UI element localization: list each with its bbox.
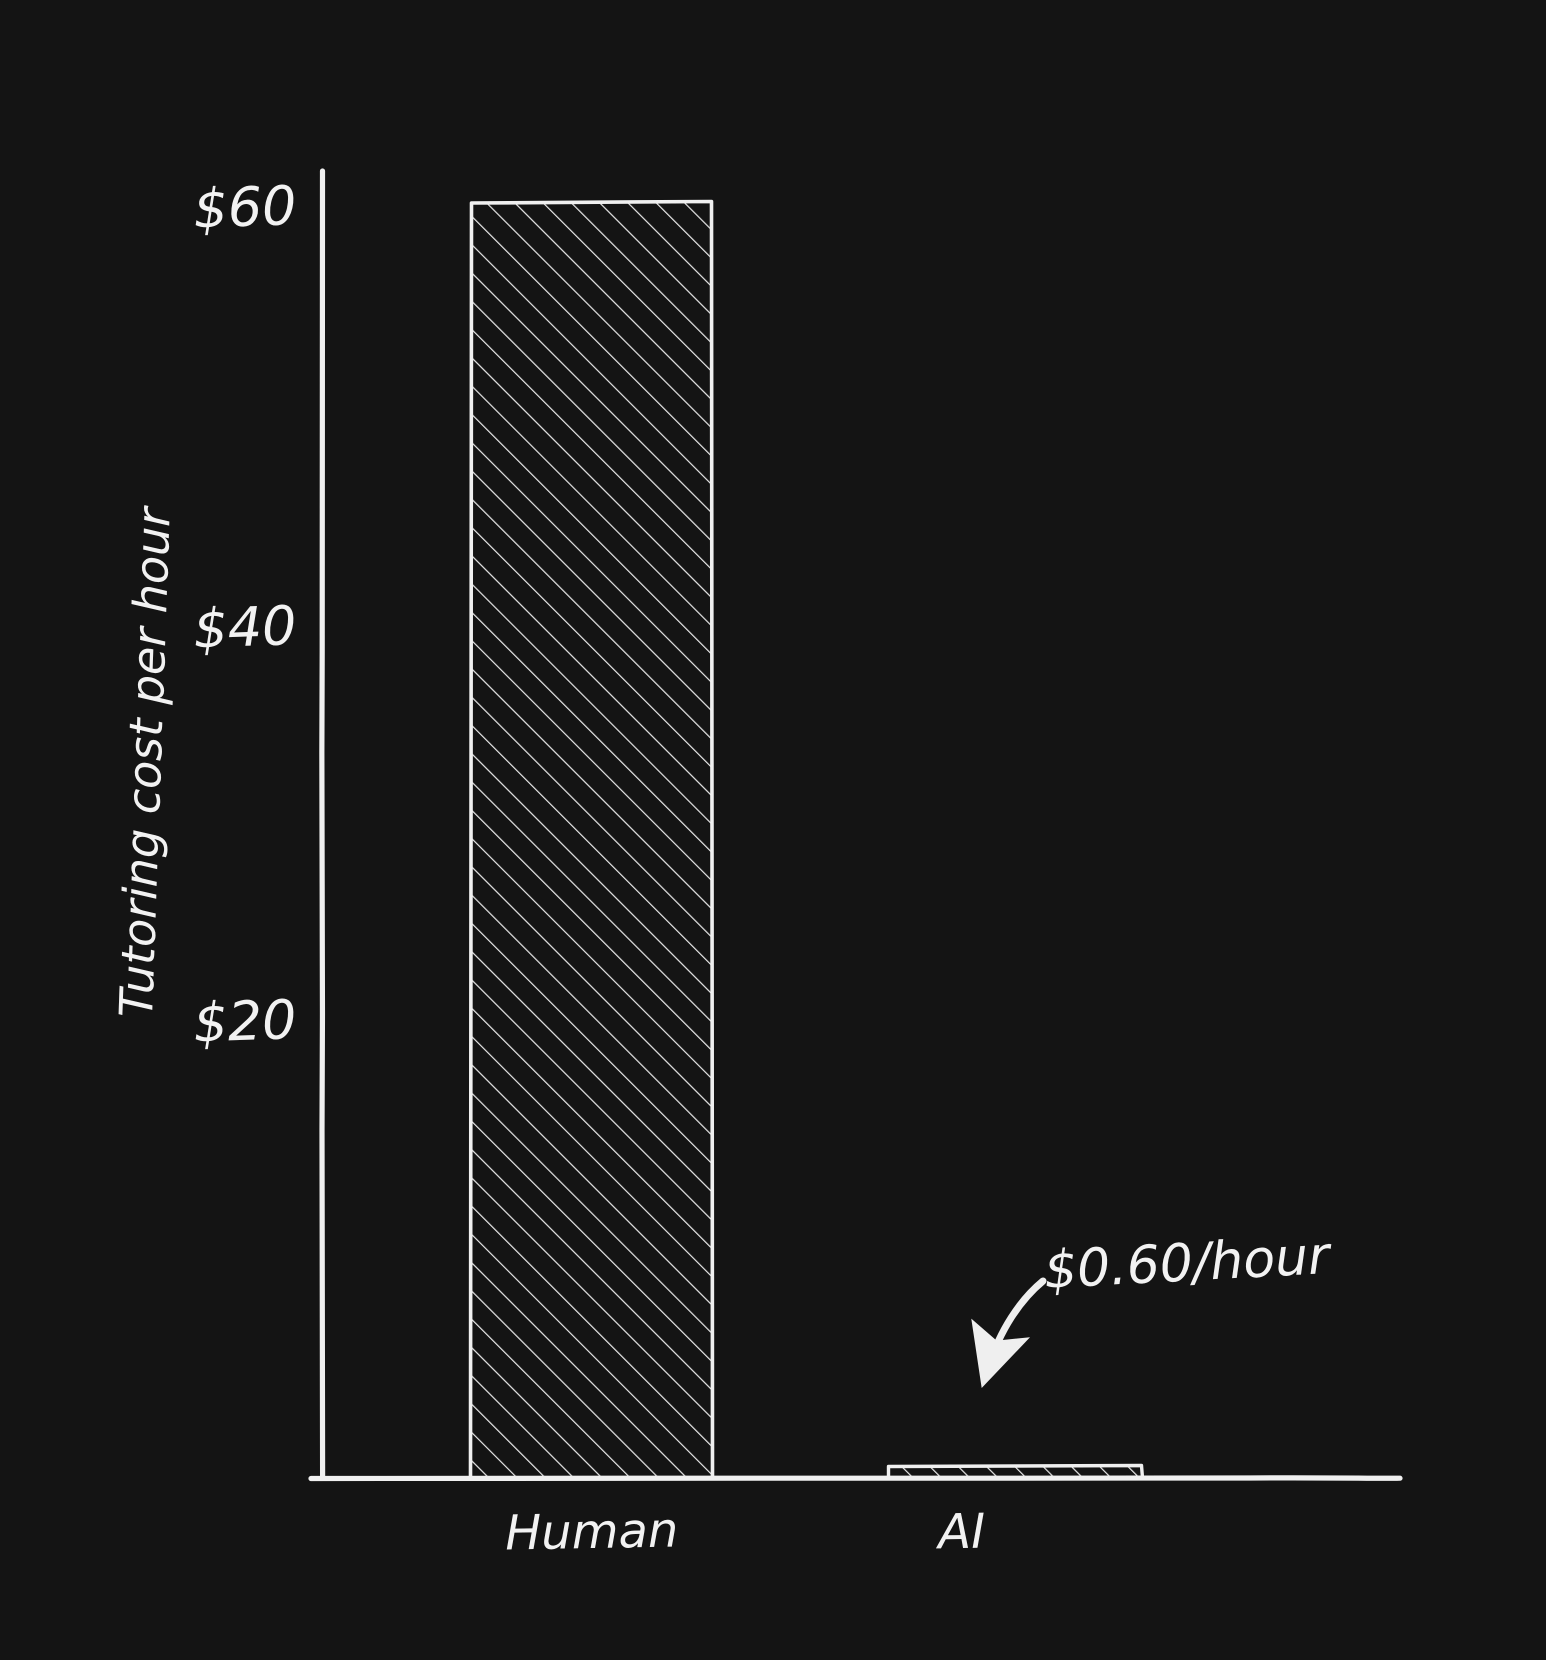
bar-ai-fill [889,1466,1142,1478]
x-category-labels: Human AI [505,1502,986,1561]
y-tick-labels: $60 $40 $20 [192,174,297,1055]
y-axis-title: Tutoring cost per hour [109,504,181,1019]
annotation-arrow-icon [971,1277,1047,1389]
x-label-human: Human [505,1502,679,1561]
bar-ai [886,1463,1145,1480]
bar-human-fill [471,202,712,1478]
y-axis-line [319,168,326,1481]
x-label-ai: AI [935,1504,986,1561]
y-tick-label-40: $40 [192,594,297,661]
bar-ai-outline [886,1463,1145,1480]
bar-human-outline [468,199,715,1480]
bar-human [468,199,715,1480]
y-tick-label-60: $60 [192,174,297,241]
annotation-label: $0.60/hour [1043,1226,1335,1301]
y-tick-label-20: $20 [192,988,297,1055]
